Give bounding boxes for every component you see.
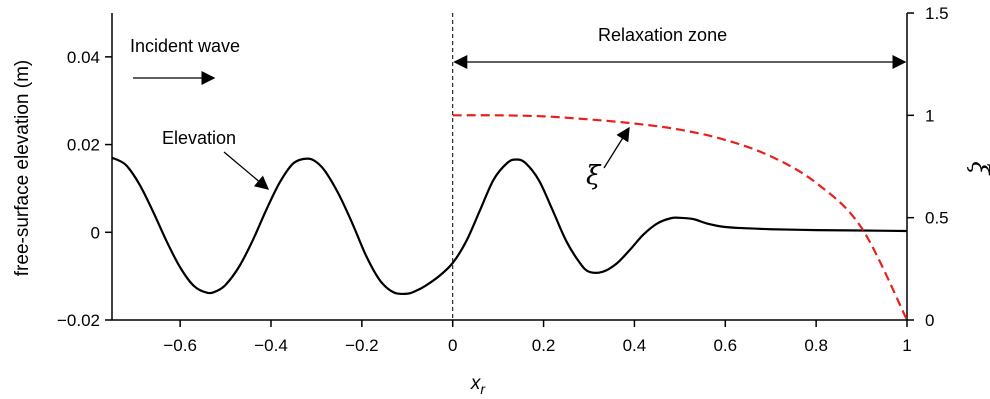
x-tick-label: 0.6 [713, 336, 737, 355]
xi-series-line [452, 114, 908, 321]
annotation-elevation: Elevation [162, 128, 236, 148]
x-tick-label: 0.8 [804, 336, 828, 355]
y-right-tick-label: 0 [925, 311, 934, 330]
y-axis-left: −0.02 0 0.02 0.04 [57, 13, 113, 330]
y-left-tick-label: 0.02 [67, 136, 100, 155]
x-tick-label: 1 [902, 336, 911, 355]
x-axis: −0.6 −0.4 −0.2 0 0.2 0.4 0.6 0.8 1 [112, 319, 912, 355]
x-tick-label: 0 [448, 336, 457, 355]
y-left-tick-label: 0 [91, 223, 100, 242]
y-axis-right: 0 0.5 1 1.5 [906, 4, 949, 330]
plot-area: −0.6 −0.4 −0.2 0 0.2 0.4 0.6 0.8 1 −0.02 0 0.02 0.0… [57, 4, 949, 355]
x-tick-label: −0.6 [163, 336, 197, 355]
annotation-arrows [133, 55, 907, 190]
annotation-incident-wave: Incident wave [130, 36, 240, 56]
annotation-xi: ξ [586, 161, 602, 191]
y-left-tick-label: −0.02 [57, 311, 100, 330]
x-axis-title-main: x [470, 373, 482, 394]
x-tick-label: 0.4 [623, 336, 647, 355]
elevation-arrow [223, 151, 270, 190]
y-axis-left-title: free-surface elevation (m) [12, 60, 33, 276]
elevation-series-line [111, 156, 908, 296]
x-axis-title-subscript: r [480, 381, 486, 397]
y-axis-right-title: ξ [966, 161, 990, 176]
y-left-tick-label: 0.04 [67, 48, 100, 67]
x-tick-label: −0.4 [254, 336, 288, 355]
y-right-tick-label: 0.5 [925, 209, 949, 228]
series-layer [111, 114, 908, 321]
annotation-relaxation-zone: Relaxation zone [598, 25, 727, 45]
x-axis-title: xr [470, 373, 487, 397]
x-tick-label: 0.2 [532, 336, 556, 355]
x-tick-label: −0.2 [345, 336, 379, 355]
xi-arrow [603, 126, 630, 169]
y-right-tick-label: 1.5 [925, 4, 949, 23]
y-right-tick-label: 1 [925, 106, 934, 125]
